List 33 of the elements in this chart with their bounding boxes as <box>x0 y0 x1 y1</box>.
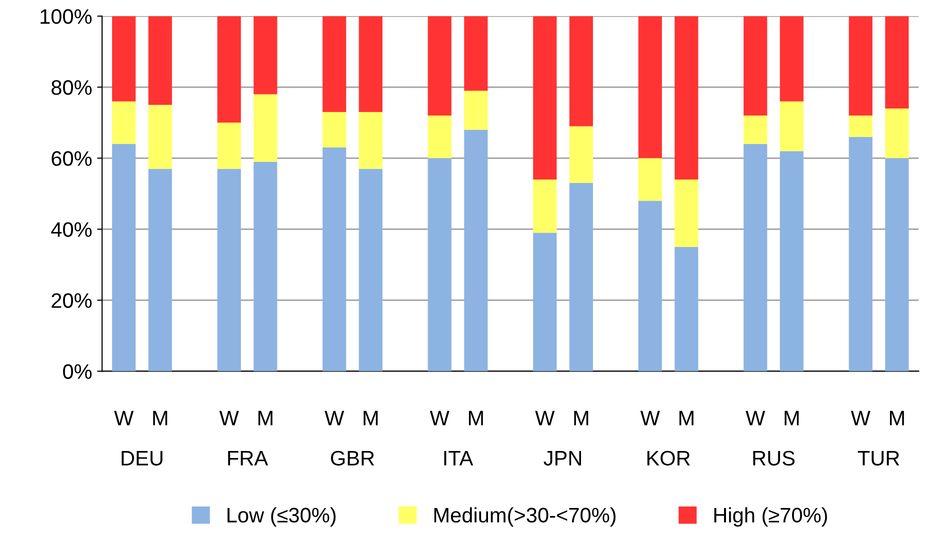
x-tick-label: W <box>850 410 870 426</box>
x-tick-label: W <box>430 410 450 426</box>
y-tick-label: 60% <box>52 151 92 166</box>
y-tick-label: 80% <box>52 80 92 95</box>
x-tick-label: M <box>364 410 378 426</box>
x-tick-label: M <box>784 410 799 426</box>
x-tick-label: W <box>114 410 134 426</box>
text: KOR <box>647 450 690 466</box>
x-tick-label: W <box>219 410 239 426</box>
text: FRA <box>228 451 268 466</box>
x-tick-label: W <box>324 410 344 426</box>
text: ITA <box>444 451 474 466</box>
text: JPN <box>544 451 582 466</box>
x-tick-label: W <box>640 410 660 426</box>
x-tick-label: M <box>679 410 694 426</box>
x-tick-label: M <box>468 410 483 426</box>
legend-label: Medium(>30-<70%) <box>434 507 616 527</box>
x-tick-label: M <box>258 410 272 426</box>
y-tick-label: 0% <box>63 364 92 379</box>
y-tick-label: 40% <box>51 222 92 237</box>
y-tick-label: 100% <box>40 9 92 24</box>
text: RUS <box>753 450 795 466</box>
legend-label: High (≥70%) <box>714 507 827 527</box>
x-tick-label: W <box>535 410 555 426</box>
x-tick-label: W <box>746 410 766 426</box>
text: GBR <box>330 450 374 466</box>
text: TUR <box>858 451 900 466</box>
legend-label: Low (≤30%) <box>228 507 336 527</box>
text: DEU <box>122 451 162 466</box>
y-tick-label: 20% <box>52 293 92 308</box>
x-tick-label: M <box>574 410 588 426</box>
x-tick-label: M <box>890 410 904 426</box>
x-tick-label: M <box>153 410 168 426</box>
